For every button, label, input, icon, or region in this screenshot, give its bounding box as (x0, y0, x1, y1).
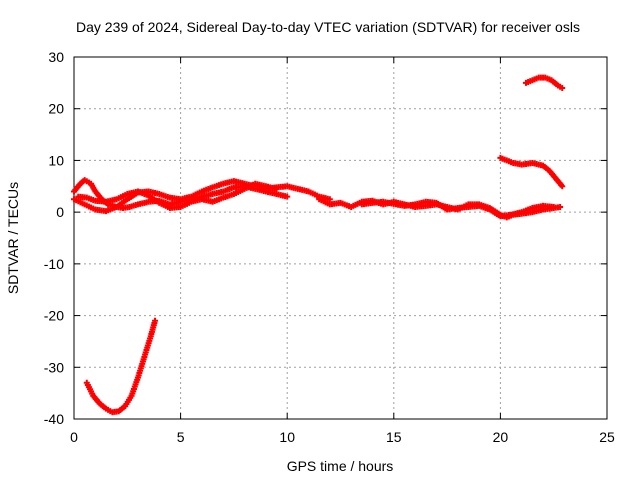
x-axis-title: GPS time / hours (287, 458, 394, 474)
grid-layer (74, 57, 607, 419)
y-tick-label: 20 (48, 101, 64, 117)
series-satellite-track-g (522, 74, 566, 92)
y-axis-title: SDTVAR / TECUs (5, 182, 21, 294)
x-tick-label: 10 (279, 429, 295, 445)
y-tick-label: 30 (48, 49, 64, 65)
plot-frame (73, 56, 608, 420)
series-satellite-track-c (75, 180, 280, 212)
tick-layer: 0 5 10 15 20 25 -40 -30 -20 -10 0 10 20 30 (44, 49, 615, 445)
data-point-marker (559, 183, 566, 190)
y-tick-label: 10 (48, 152, 64, 168)
data-point-marker (557, 203, 564, 210)
chart-title: Day 239 of 2024, Sidereal Day-to-day VTE… (76, 19, 580, 35)
x-tick-label: 5 (177, 429, 185, 445)
data-point-marker (284, 193, 291, 200)
data-point-marker (550, 203, 557, 210)
data-point-marker (273, 185, 280, 192)
series-satellite-track-h (83, 317, 159, 416)
data-layer (71, 74, 566, 416)
y-tick-label: -30 (44, 359, 64, 375)
data-point-marker (152, 317, 159, 324)
x-tick-label: 0 (70, 429, 78, 445)
y-tick-label: -10 (44, 256, 64, 272)
y-tick-label: -40 (44, 411, 64, 427)
x-tick-label: 15 (386, 429, 402, 445)
x-tick-label: 20 (493, 429, 509, 445)
series-satellite-track-b (71, 178, 333, 215)
y-tick-label: -20 (44, 308, 64, 324)
data-point-marker (559, 85, 566, 92)
x-tick-label: 25 (599, 429, 615, 445)
data-point-marker (326, 196, 333, 203)
series-satellite-track-f (497, 154, 566, 190)
series-satellite-track-e (358, 198, 557, 220)
y-tick-label: 0 (56, 204, 64, 220)
